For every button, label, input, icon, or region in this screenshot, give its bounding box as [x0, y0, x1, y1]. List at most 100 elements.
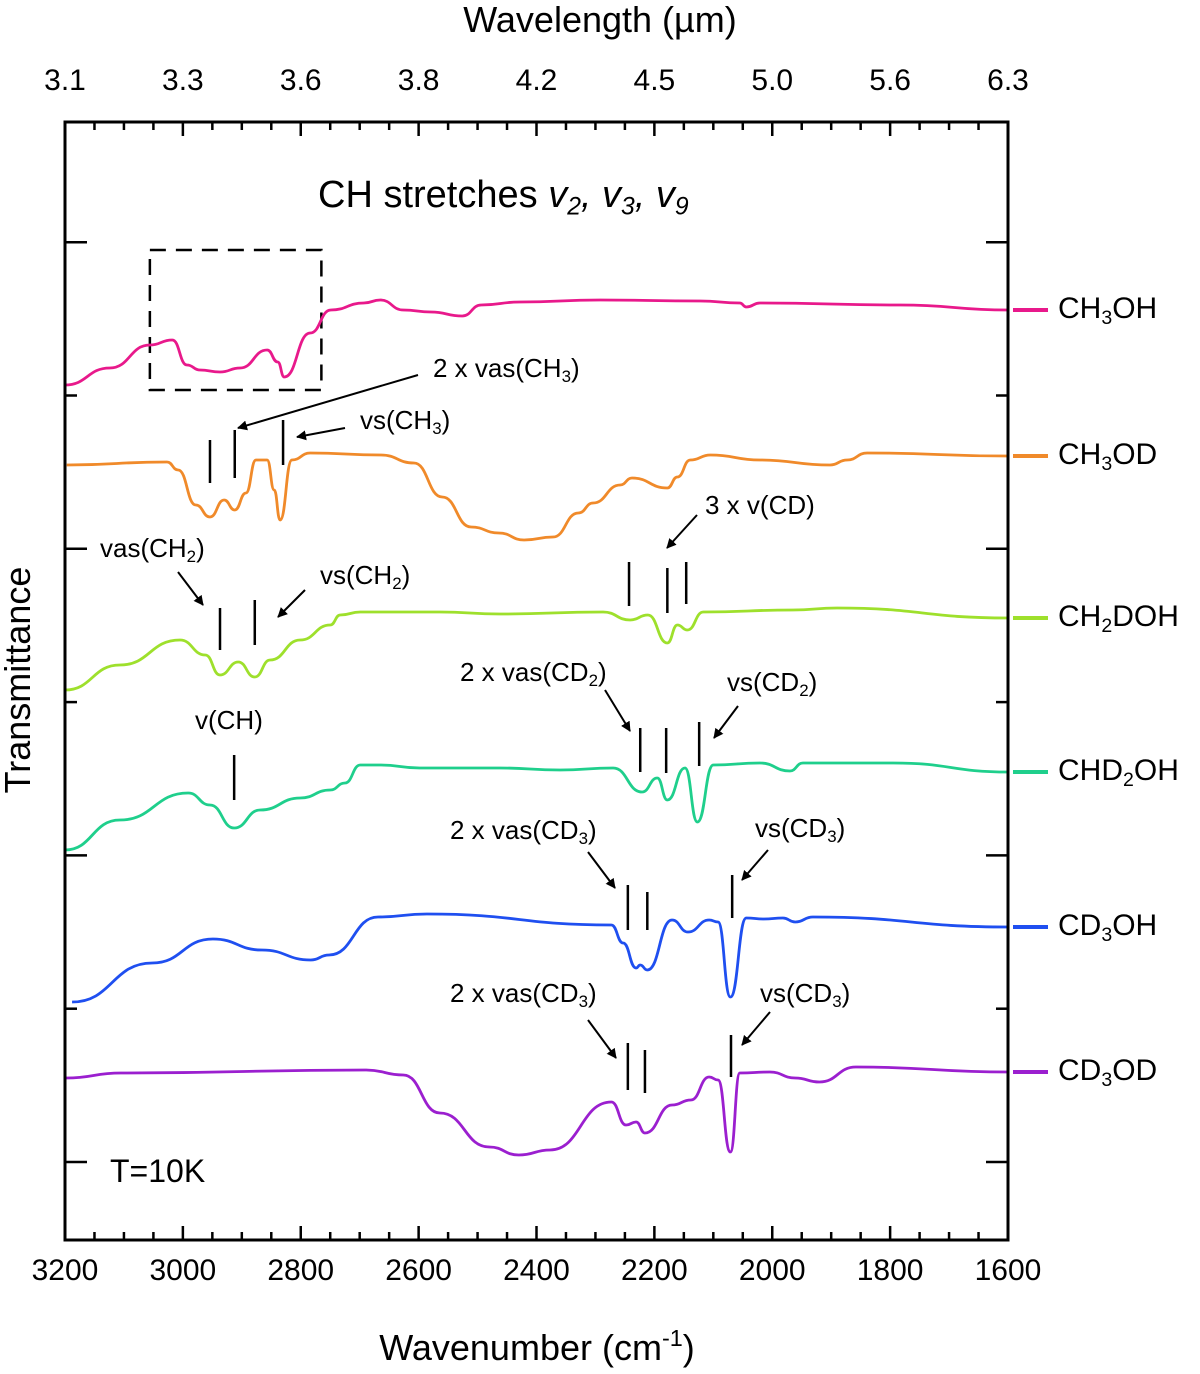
legend-sub: 3 — [1101, 452, 1113, 475]
x-tick-label: 1800 — [856, 1254, 924, 1287]
legend-text: DOH — [1112, 600, 1179, 633]
annotation-arrow — [177, 571, 204, 606]
band-markers — [208, 420, 734, 1093]
top-tick-label: 6.3 — [987, 64, 1029, 97]
legend-label-CD3OH: CD3OH — [1058, 909, 1158, 945]
legend-text: CHD — [1058, 754, 1123, 787]
band-annotation: vs(CH2) — [320, 560, 411, 592]
x-axis-label: Wavenumber (cm-1) — [379, 1326, 695, 1368]
top-tick-label: 4.2 — [515, 64, 558, 97]
annotation-text: ) — [587, 978, 597, 1008]
annotation-text: 2 x vas(CD — [450, 815, 579, 845]
plot-frame — [63, 120, 1010, 1242]
annotation-arrow — [277, 589, 306, 618]
annotation-text: 2 x vas(CD — [450, 978, 579, 1008]
legend-sub: 3 — [1101, 306, 1113, 329]
annotation-text: ) — [597, 657, 607, 687]
annotation-text: ) — [401, 560, 411, 590]
title-mode: v — [548, 174, 568, 216]
series-line-CH3OD — [66, 451, 1008, 542]
top-tick-label: 4.5 — [633, 64, 676, 97]
annotation-text: ) — [196, 533, 205, 563]
annotation-text: ) — [587, 815, 597, 845]
top-tick-label: 5.0 — [751, 64, 794, 97]
x-tick-label: 2800 — [267, 1254, 335, 1287]
series-line-CHD2OH — [64, 761, 1009, 852]
annotation-text: ) — [841, 978, 851, 1008]
annotation-arrow — [587, 851, 616, 889]
annotation-arrow — [741, 1011, 771, 1046]
temperature-label: T=10K — [110, 1153, 206, 1189]
title-mode-sep: , — [580, 174, 592, 216]
annotation-sub: 3 — [578, 829, 588, 849]
legend-swatches — [1013, 308, 1048, 1074]
annotation-text: vas(CH — [100, 533, 187, 563]
annotation-text: 2 x vas(CD — [460, 657, 589, 687]
legend-text: OH — [1133, 754, 1179, 787]
x-tick-label: 1600 — [974, 1254, 1042, 1287]
x-tick-label: 2600 — [385, 1254, 452, 1287]
series-line-CD3OD — [66, 1065, 1010, 1157]
annotation-sub: 3 — [561, 367, 571, 387]
annotation-text: vs(CH — [320, 560, 393, 590]
top-tick-label: 5.6 — [869, 64, 911, 97]
top-tick-label: 3.8 — [397, 64, 440, 97]
x-tick-label: 3000 — [149, 1254, 217, 1287]
band-annotation: 3 x v(CD) — [705, 492, 815, 518]
annotation-text: 2 x vas(CH — [433, 353, 562, 383]
annotation-arrow — [713, 705, 739, 739]
title-mode-sub: 9 — [674, 193, 689, 221]
annotation-arrow — [666, 514, 698, 549]
band-annotation: vs(CH3) — [360, 405, 451, 437]
annotation-sub: 3 — [827, 827, 837, 847]
title-prefix: CH stretches — [318, 174, 538, 216]
legend-text: OH — [1112, 909, 1158, 942]
chart-title: CH stretches v2, v3, v9 — [318, 174, 689, 219]
annotation-sub: 2 — [588, 671, 598, 691]
band-annotation: 2 x vas(CD3) — [450, 815, 597, 847]
x-tick-label: 3200 — [31, 1254, 99, 1287]
annotation-arrow — [587, 1019, 617, 1059]
band-annotation: vs(CD3) — [760, 978, 851, 1010]
series-line-CH3OH — [64, 298, 1009, 387]
annotation-arrow — [741, 849, 769, 881]
title-mode-sub: 3 — [621, 193, 635, 221]
legend-text: CD — [1058, 1054, 1102, 1087]
band-annotation: vs(CD3) — [755, 813, 846, 845]
legend-sub: 2 — [1123, 768, 1134, 791]
legend-text: OH — [1112, 292, 1158, 325]
legend-label-CH3OD: CH3OD — [1058, 438, 1157, 474]
annotation-text: vs(CD — [727, 667, 800, 697]
annotation-sub: 3 — [432, 419, 442, 439]
title-mode-sep: , — [634, 174, 646, 216]
title-mode-sub: 2 — [567, 193, 581, 221]
title-mode: v — [602, 174, 622, 216]
annotation-text: v(CH) — [195, 705, 263, 735]
annotation-arrow — [296, 427, 346, 441]
band-annotation: v(CH) — [195, 707, 263, 733]
annotation-arrows — [177, 374, 771, 1059]
annotation-sub: 2 — [392, 574, 402, 594]
annotation-sub: 3 — [578, 992, 588, 1012]
legend-text: CH — [1058, 438, 1102, 471]
legend-text: OD — [1112, 1054, 1158, 1087]
x-axis-label-close: ) — [682, 1327, 695, 1368]
top-tick-label: 3.1 — [44, 64, 86, 97]
series-line-CD3OH — [72, 912, 1010, 1004]
legend-label-CHD2OH: CHD2OH — [1058, 754, 1179, 790]
series-line-CH2DOH — [64, 606, 1009, 692]
annotation-text: ) — [836, 813, 846, 843]
top-tick-label: 3.6 — [279, 64, 322, 97]
annotation-sub: 3 — [832, 992, 842, 1012]
legend-text: CD — [1058, 909, 1102, 942]
band-annotation: 2 x vas(CH3) — [433, 353, 580, 385]
annotation-text: ) — [441, 405, 451, 435]
x-tick-label: 2400 — [503, 1254, 570, 1287]
legend-sub: 2 — [1101, 614, 1113, 637]
legend-text: CH — [1058, 292, 1102, 325]
y-axis-label: Transmittance — [0, 566, 38, 794]
legend-label-CD3OD: CD3OD — [1058, 1054, 1158, 1090]
annotation-sub: 2 — [186, 547, 197, 567]
annotation-arrow — [237, 374, 419, 431]
